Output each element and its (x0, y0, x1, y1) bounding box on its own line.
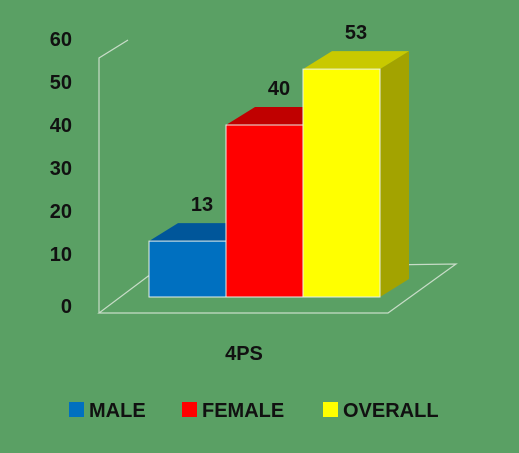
bar-front (303, 69, 380, 297)
bar-front (149, 241, 226, 297)
legend-item-male: MALE (69, 400, 146, 422)
legend-item-overall: OVERALL (323, 400, 439, 422)
bar-side (380, 51, 409, 297)
y-tick-label: 10 (50, 244, 72, 266)
bar-overall (303, 51, 409, 297)
legend-swatch (182, 402, 197, 417)
y-axis-ticks: 0 10 20 30 40 50 60 (50, 29, 72, 318)
bar-front (226, 125, 303, 297)
y-tick-label: 60 (50, 29, 72, 51)
legend-item-female: FEMALE (182, 400, 284, 422)
y-tick-label: 50 (50, 72, 72, 94)
legend-label: OVERALL (343, 400, 439, 422)
y-tick-label: 20 (50, 201, 72, 223)
data-label-male: 13 (191, 194, 213, 216)
data-label-overall: 53 (345, 22, 367, 44)
legend-label: MALE (89, 400, 146, 422)
legend-swatch (69, 402, 84, 417)
data-label-female: 40 (268, 78, 290, 100)
legend-swatch (323, 402, 338, 417)
category-label: 4PS (225, 343, 263, 365)
y-tick-label: 0 (61, 296, 72, 318)
category-labels: 4PS (225, 343, 263, 365)
side-wall-line (99, 40, 128, 313)
legend: MALE FEMALE OVERALL (69, 400, 439, 422)
y-tick-label: 40 (50, 115, 72, 137)
legend-label: FEMALE (202, 400, 284, 422)
y-tick-label: 30 (50, 158, 72, 180)
